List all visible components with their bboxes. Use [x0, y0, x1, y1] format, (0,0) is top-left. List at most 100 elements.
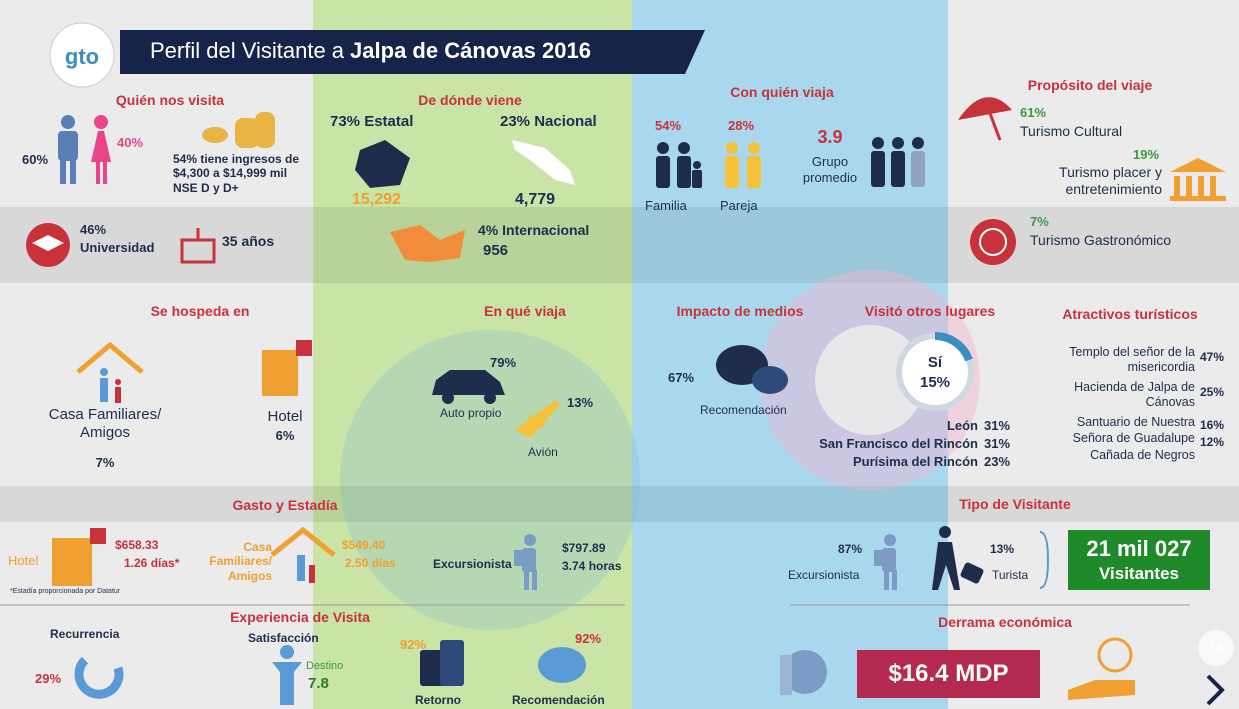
- si-pct: 15%: [919, 374, 951, 391]
- attraction-pct: 47%: [1200, 350, 1225, 364]
- heading: Visitó otros lugares: [864, 303, 996, 319]
- heading: Experiencia de Visita: [230, 609, 370, 625]
- heading: Atractivos turísticos: [1062, 306, 1198, 322]
- hotel-icon: [52, 528, 106, 586]
- coins-icon: [202, 112, 275, 148]
- place-pct: 31%: [984, 418, 1011, 433]
- heading: Tipo de Visitante: [959, 496, 1071, 512]
- heading: Derrama económica: [938, 614, 1072, 630]
- si: Sí: [927, 354, 943, 371]
- page-number: 14: [1209, 641, 1223, 655]
- women-pct: 40%: [117, 135, 144, 150]
- attraction-pct: 25%: [1200, 385, 1225, 399]
- attraction-pct: 16%: [1200, 418, 1225, 432]
- destino-n: 7.8: [308, 675, 329, 692]
- cultural-pct: 61%: [1020, 105, 1047, 120]
- amount-box: [857, 650, 1040, 698]
- hotel-pct: 6%: [275, 428, 295, 443]
- title: Perfil del Visitante a Jalpa de Cánovas 2…: [150, 38, 591, 64]
- heading: Con quién viaja: [730, 84, 834, 100]
- retorno-pct: 92%: [400, 637, 427, 652]
- total-label: Visitantes: [1098, 564, 1179, 583]
- title-bold: Jalpa de Cánovas 2016: [350, 38, 591, 63]
- total-box: [1068, 530, 1210, 590]
- internacional-n: 956: [483, 242, 509, 259]
- man-icon: [58, 115, 78, 184]
- auto-pct: 79%: [490, 355, 517, 370]
- exc-horas: 3.74 horas: [562, 559, 622, 573]
- exc-gasto: $797.89: [562, 541, 606, 555]
- placer-pct: 19%: [1133, 147, 1160, 162]
- familia-pct: 54%: [655, 118, 682, 133]
- museum-icon: [1170, 158, 1226, 201]
- income: 54% tiene ingresos de $4,300 a $14,999 m…: [173, 152, 300, 195]
- familia: Familia: [645, 198, 687, 213]
- attraction: Templo del señor de la misericordia: [1069, 345, 1195, 374]
- tourist-icon: [932, 526, 984, 590]
- retorno: Retorno: [415, 693, 461, 707]
- recurrencia-pct: 29%: [35, 671, 62, 686]
- total: 21 mil 027: [1086, 536, 1192, 561]
- avion-pct: 13%: [567, 395, 594, 410]
- mexico-map: [512, 140, 575, 185]
- family-icon: [656, 142, 702, 188]
- hotel-icon: [262, 340, 312, 396]
- exc-pct: 87%: [838, 542, 863, 556]
- money-icon: [780, 650, 827, 695]
- heading: Quién nos visita: [115, 92, 225, 108]
- title-banner: [120, 30, 705, 74]
- estatal: 73% Estatal: [330, 113, 414, 130]
- casa-gasto: $549.40: [342, 538, 386, 552]
- placer: Turismo placer y entretenimiento: [1059, 164, 1162, 197]
- luggage-icon: [420, 640, 464, 686]
- logo: [49, 22, 115, 88]
- recurrencia: Recurrencia: [50, 627, 120, 641]
- place: León: [946, 418, 978, 433]
- age: 35 años: [222, 233, 275, 249]
- casa-pct: 7%: [95, 455, 115, 470]
- person-icon: [272, 645, 302, 705]
- heading: De dónde viene: [418, 92, 522, 108]
- excursionista: Excursionista: [433, 557, 512, 571]
- heading: Impacto de medios: [676, 303, 804, 319]
- internacional: 4% Internacional: [478, 222, 590, 238]
- heading: Gasto y Estadía: [232, 497, 338, 513]
- strip: [0, 207, 1239, 283]
- place-pct: 31%: [984, 436, 1011, 451]
- state-map: [355, 140, 410, 188]
- medios-label: Recomendación: [700, 403, 787, 417]
- heading: Se hospeda en: [150, 303, 250, 319]
- recurrence-icon: [74, 656, 124, 699]
- cultural: Turismo Cultural: [1020, 123, 1123, 139]
- edu: Universidad: [80, 240, 155, 255]
- hand-icon: [1068, 637, 1135, 700]
- couple-icon: [725, 142, 761, 188]
- exc: Excursionista: [788, 568, 860, 582]
- plane-icon: [515, 400, 560, 438]
- recom: Recomendación: [512, 693, 605, 707]
- recom-pct: 92%: [575, 631, 602, 646]
- men-pct: 60%: [22, 152, 49, 167]
- destino: Destino: [306, 660, 344, 672]
- casa: Casa Familiares/ Amigos: [48, 406, 162, 441]
- auto: Auto propio: [440, 406, 502, 420]
- pareja: Pareja: [720, 198, 758, 213]
- gastro-pct: 7%: [1030, 214, 1049, 229]
- casa-dias: 2.50 días: [345, 556, 396, 570]
- grupo-n: 3.9: [817, 127, 843, 147]
- speech-icon: [538, 647, 586, 683]
- watermark: [815, 325, 925, 435]
- avion: Avión: [528, 445, 558, 459]
- gastro: Turismo Gastronómico: [1030, 232, 1172, 248]
- tur: Turista: [992, 568, 1029, 582]
- tur-pct: 13%: [990, 542, 1015, 556]
- world-map: [390, 225, 465, 262]
- place: San Francisco del Rincón: [819, 436, 978, 451]
- footnote: *Estadía proporcionada por Datatur: [10, 588, 121, 595]
- bracket: [1039, 531, 1050, 589]
- page-badge: [1198, 630, 1234, 666]
- hiker-icon: [514, 534, 537, 590]
- hotel: Hotel: [8, 553, 39, 568]
- speech-icon: [716, 345, 788, 394]
- heading: En qué viaja: [484, 303, 566, 319]
